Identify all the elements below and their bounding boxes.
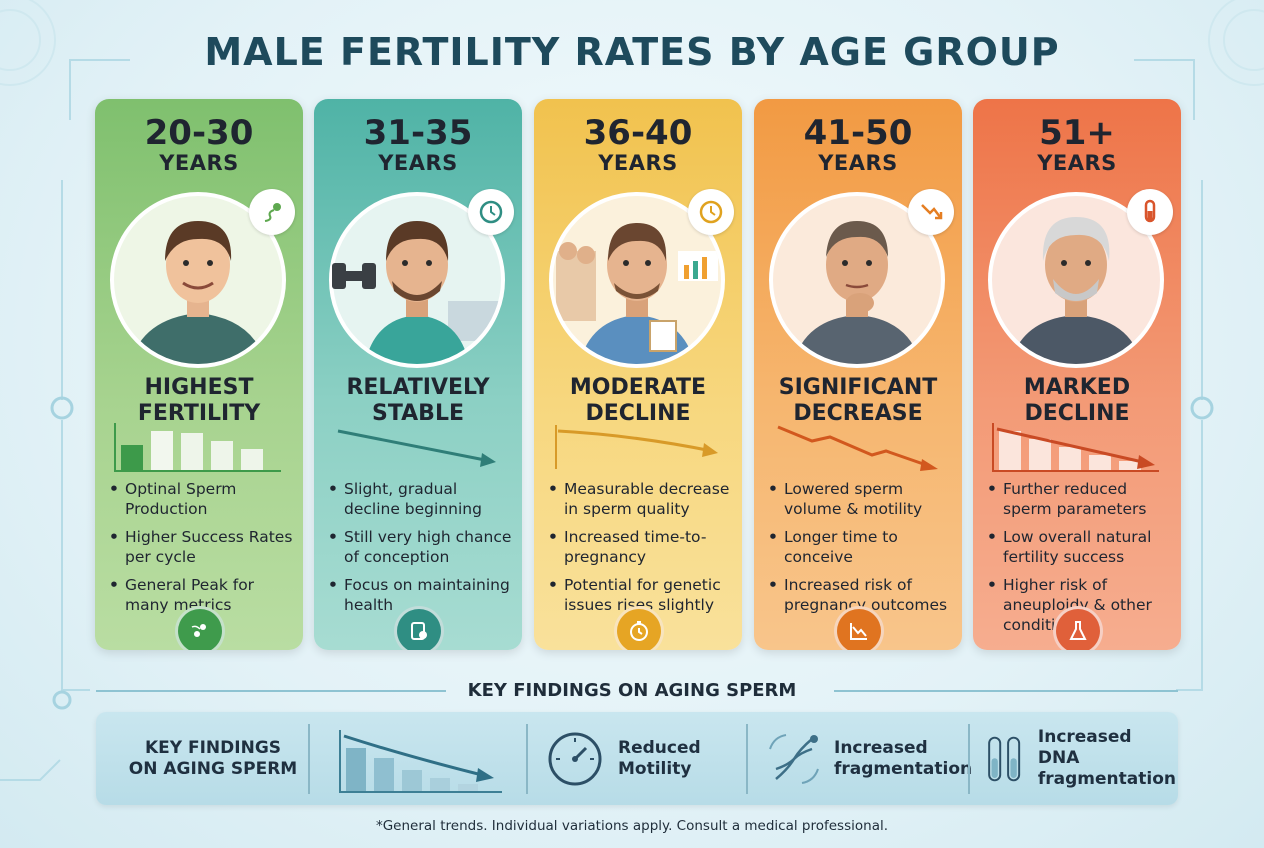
list-item: Still very high chance of conception xyxy=(328,527,514,567)
separator xyxy=(968,724,970,794)
stopwatch-icon xyxy=(614,606,664,650)
list-item: Slight, gradual decline beginning xyxy=(328,479,514,519)
clock-icon xyxy=(688,189,734,235)
age-range: 20-30 xyxy=(144,113,254,153)
age-range: 36-40 xyxy=(583,113,693,153)
list-item: Potential for genetic issues rises sligh… xyxy=(548,575,734,615)
clock-icon xyxy=(468,189,514,235)
divider-line xyxy=(96,690,446,692)
sperm-icon xyxy=(249,189,295,235)
separator xyxy=(746,724,748,794)
age-range: 41-50 xyxy=(803,113,913,153)
status-heading: MARKED DECLINE xyxy=(1023,375,1131,426)
older-man-portrait xyxy=(988,192,1164,368)
bullet-list: Measurable decrease in sperm quality Inc… xyxy=(548,479,734,623)
health-tablet-icon xyxy=(394,606,444,650)
page-title: MALE FERTILITY RATES BY AGE GROUP xyxy=(204,30,1060,74)
declining-bar-chart xyxy=(992,423,1159,472)
trend-arrow xyxy=(777,425,938,471)
fertility-bar-chart xyxy=(114,423,281,472)
years-label: YEARS xyxy=(1037,151,1117,175)
dna-cycle-icon xyxy=(769,733,819,784)
status-heading: SIGNIFICANT DECREASE xyxy=(778,375,938,426)
list-item: Longer time to conceive xyxy=(768,527,954,567)
status-heading: HIGHEST FERTILITY xyxy=(137,375,261,426)
list-item: Further reduced sperm parameters xyxy=(987,479,1173,519)
key-findings-panel: KEY FINDINGS ON AGING SPERM Reduced Motili… xyxy=(96,712,1178,805)
bullet-list: Further reduced sperm parameters Low ove… xyxy=(987,479,1173,643)
test-tubes-icon xyxy=(988,736,1021,781)
list-item: Increased risk of pregnancy outcomes xyxy=(768,575,954,615)
years-label: YEARS xyxy=(598,151,678,175)
status-heading: RELATIVELY STABLE xyxy=(346,375,490,426)
list-item: Increased time-to-pregnancy xyxy=(548,527,734,567)
gauge-icon xyxy=(548,732,602,785)
chart-down-icon xyxy=(834,606,884,650)
middle-aged-man-portrait xyxy=(769,192,945,368)
young-man-portrait xyxy=(110,192,286,368)
key-findings-label: KEY FINDINGS ON AGING SPERM xyxy=(128,737,298,779)
trend-arrow xyxy=(337,429,496,467)
man-with-family-portrait xyxy=(549,192,725,368)
dna-flask-icon xyxy=(1053,606,1103,650)
declining-bars-chart xyxy=(339,730,502,793)
finding-increased-dna-fragmentation: Increased DNA fragmentation xyxy=(986,712,1176,805)
sperm-pair-icon xyxy=(175,606,225,650)
list-item: Focus on maintaining health xyxy=(328,575,514,615)
age-range: 51+ xyxy=(1039,113,1115,153)
years-label: YEARS xyxy=(159,151,239,175)
list-item: Low overall natural fertility success xyxy=(987,527,1173,567)
age-range: 31-35 xyxy=(363,113,473,153)
years-label: YEARS xyxy=(818,151,898,175)
disclaimer-footnote: *General trends. Individual variations a… xyxy=(375,818,889,834)
bullet-list: Optinal Sperm Production Higher Success … xyxy=(109,479,295,623)
finding-increased-fragmentation: Increased fragmentation xyxy=(764,712,974,805)
test-tube-icon xyxy=(1127,189,1173,235)
trend-arrow xyxy=(555,425,718,469)
list-item: Optinal Sperm Production xyxy=(109,479,295,519)
bullet-list: Lowered sperm volume & motility Longer t… xyxy=(768,479,954,623)
separator xyxy=(308,724,310,794)
divider-line xyxy=(834,690,1178,692)
finding-reduced-motility: Reduced Motility xyxy=(546,712,746,805)
years-label: YEARS xyxy=(378,151,458,175)
key-findings-heading: KEY FINDINGS ON AGING SPERM xyxy=(467,680,797,701)
trend-down-icon xyxy=(908,189,954,235)
bullet-list: Slight, gradual decline beginning Still … xyxy=(328,479,514,623)
status-heading: MODERATE DECLINE xyxy=(569,375,707,426)
separator xyxy=(526,724,528,794)
man-with-dumbbell-portrait xyxy=(329,192,505,368)
list-item: Higher Success Rates per cycle xyxy=(109,527,295,567)
list-item: Measurable decrease in sperm quality xyxy=(548,479,734,519)
list-item: Lowered sperm volume & motility xyxy=(768,479,954,519)
